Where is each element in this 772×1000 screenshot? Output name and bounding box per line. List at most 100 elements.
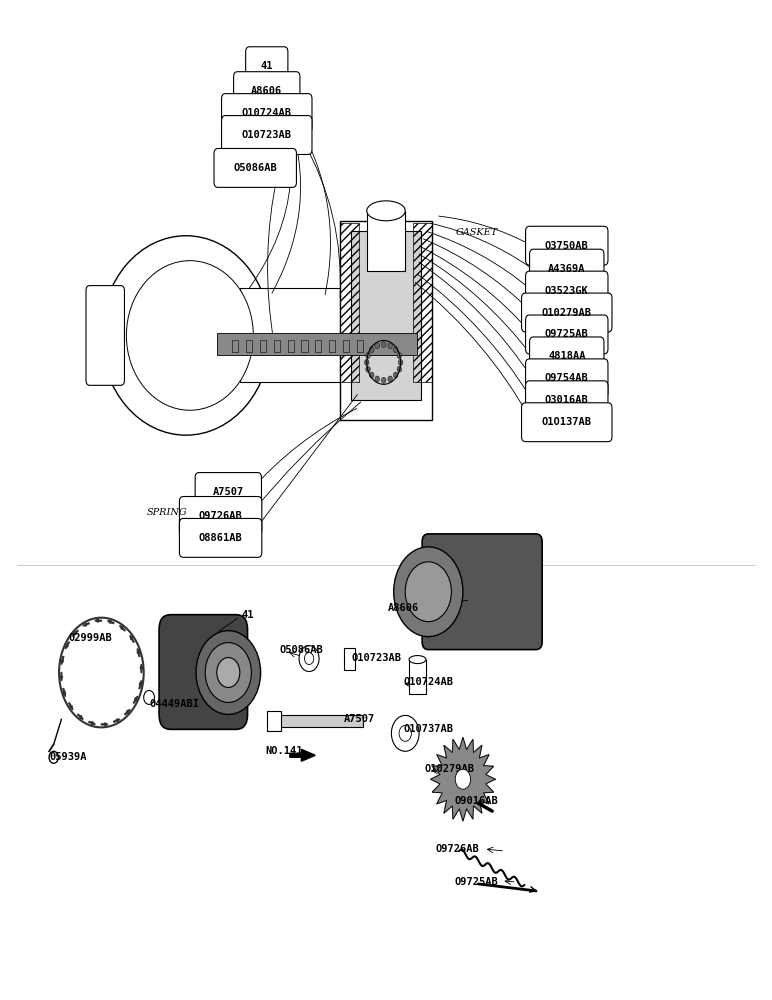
FancyArrow shape: [130, 635, 134, 642]
Circle shape: [299, 646, 319, 672]
Text: SPRING: SPRING: [147, 508, 187, 517]
FancyArrow shape: [95, 619, 101, 622]
Bar: [413, 223, 432, 382]
Ellipse shape: [127, 261, 253, 410]
FancyBboxPatch shape: [222, 94, 312, 133]
Circle shape: [394, 347, 398, 353]
Text: 41: 41: [260, 61, 273, 71]
Bar: [260, 340, 266, 352]
FancyBboxPatch shape: [522, 293, 612, 332]
Ellipse shape: [101, 236, 271, 435]
Circle shape: [217, 658, 240, 687]
FancyArrow shape: [137, 648, 140, 657]
Circle shape: [397, 353, 401, 359]
Text: O10723AB: O10723AB: [352, 653, 401, 663]
Text: 05939A: 05939A: [49, 752, 87, 762]
Circle shape: [370, 347, 374, 353]
Bar: [351, 231, 421, 400]
FancyArrow shape: [69, 703, 73, 710]
FancyArrow shape: [139, 680, 141, 689]
Bar: [357, 340, 363, 352]
FancyArrow shape: [107, 621, 113, 624]
Bar: [246, 340, 252, 352]
Text: A4369A: A4369A: [548, 264, 585, 274]
Circle shape: [388, 376, 392, 382]
Text: A7507: A7507: [212, 487, 244, 497]
FancyBboxPatch shape: [214, 148, 296, 187]
Circle shape: [364, 359, 369, 365]
FancyBboxPatch shape: [526, 271, 608, 310]
FancyBboxPatch shape: [179, 518, 262, 557]
Bar: [329, 340, 335, 352]
Text: O10737AB: O10737AB: [403, 724, 453, 734]
FancyArrow shape: [120, 626, 125, 631]
Bar: [287, 340, 293, 352]
FancyBboxPatch shape: [234, 72, 300, 111]
Text: 04449ABI: 04449ABI: [150, 699, 199, 709]
Bar: [340, 223, 359, 382]
Text: O9016AB: O9016AB: [455, 796, 499, 806]
FancyArrow shape: [83, 623, 89, 626]
Text: 41: 41: [242, 610, 254, 620]
Text: A7507: A7507: [344, 714, 374, 724]
FancyArrow shape: [141, 664, 143, 673]
FancyBboxPatch shape: [526, 381, 608, 420]
Bar: [344, 648, 355, 670]
FancyArrow shape: [78, 714, 83, 719]
Bar: [274, 340, 279, 352]
Bar: [409, 660, 426, 694]
Text: O10723AB: O10723AB: [242, 130, 292, 140]
Circle shape: [375, 343, 380, 349]
Circle shape: [375, 376, 380, 382]
FancyBboxPatch shape: [222, 116, 312, 154]
Text: O10279AB: O10279AB: [542, 308, 592, 318]
FancyBboxPatch shape: [522, 403, 612, 442]
Polygon shape: [340, 221, 432, 420]
FancyArrow shape: [89, 721, 95, 724]
Text: O8861AB: O8861AB: [198, 533, 242, 543]
Circle shape: [144, 690, 154, 704]
Circle shape: [394, 547, 463, 637]
Text: GASKET: GASKET: [455, 228, 498, 237]
Text: O3016AB: O3016AB: [545, 395, 588, 405]
FancyArrow shape: [60, 673, 63, 681]
Text: 02999AB: 02999AB: [68, 633, 112, 643]
Text: O10724AB: O10724AB: [242, 108, 292, 118]
Circle shape: [455, 769, 471, 789]
Text: O5086AB: O5086AB: [279, 645, 323, 655]
Circle shape: [49, 751, 59, 763]
FancyArrow shape: [101, 723, 108, 726]
FancyBboxPatch shape: [159, 615, 248, 729]
Text: O10279AB: O10279AB: [424, 764, 474, 774]
Circle shape: [366, 366, 371, 372]
Bar: [217, 333, 417, 355]
FancyBboxPatch shape: [179, 497, 262, 535]
Bar: [240, 288, 340, 382]
Bar: [343, 340, 349, 352]
Text: A8606: A8606: [251, 86, 283, 96]
Bar: [315, 340, 321, 352]
Circle shape: [394, 372, 398, 378]
Circle shape: [388, 343, 392, 349]
Text: A8606: A8606: [388, 603, 419, 613]
FancyBboxPatch shape: [530, 249, 604, 288]
FancyBboxPatch shape: [530, 337, 604, 376]
Text: O3750AB: O3750AB: [545, 241, 588, 251]
Circle shape: [398, 359, 403, 365]
FancyBboxPatch shape: [245, 47, 288, 86]
Text: O10724AB: O10724AB: [403, 677, 453, 687]
Ellipse shape: [367, 201, 405, 221]
Circle shape: [405, 562, 452, 622]
Circle shape: [397, 366, 401, 372]
FancyArrow shape: [124, 709, 130, 715]
FancyBboxPatch shape: [195, 473, 262, 511]
Circle shape: [381, 377, 386, 383]
Text: O5086AB: O5086AB: [233, 163, 277, 173]
Circle shape: [381, 341, 386, 347]
Text: O9726AB: O9726AB: [435, 844, 479, 854]
FancyArrow shape: [73, 630, 78, 636]
Circle shape: [366, 353, 371, 359]
Bar: [367, 211, 405, 271]
Text: O9725AB: O9725AB: [545, 329, 588, 339]
FancyArrow shape: [290, 749, 315, 761]
